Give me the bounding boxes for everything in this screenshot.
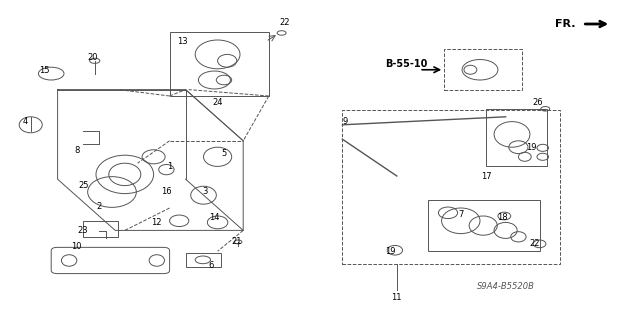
Text: 12: 12 bbox=[152, 218, 162, 227]
Text: S9A4-B5520B: S9A4-B5520B bbox=[477, 282, 534, 291]
Text: 21: 21 bbox=[232, 237, 242, 246]
Text: 17: 17 bbox=[481, 172, 492, 180]
Text: 16: 16 bbox=[161, 188, 172, 196]
Text: 25: 25 bbox=[78, 181, 88, 190]
Text: 19: 19 bbox=[526, 143, 536, 152]
Text: 5: 5 bbox=[221, 149, 227, 158]
Bar bbox=[170, 32, 269, 96]
Text: 14: 14 bbox=[209, 213, 220, 222]
Bar bbox=[83, 221, 118, 237]
Text: 19: 19 bbox=[385, 247, 396, 256]
Bar bbox=[486, 109, 547, 166]
Text: 10: 10 bbox=[72, 242, 82, 251]
Text: 23: 23 bbox=[78, 226, 88, 235]
Bar bbox=[342, 110, 560, 264]
Text: 9: 9 bbox=[343, 117, 348, 126]
Text: 22: 22 bbox=[280, 18, 290, 27]
Bar bbox=[444, 49, 522, 90]
Text: 24: 24 bbox=[212, 98, 223, 107]
Text: 6: 6 bbox=[209, 261, 214, 270]
Text: B-55-10: B-55-10 bbox=[385, 59, 428, 69]
Text: 1: 1 bbox=[167, 162, 172, 171]
Bar bbox=[186, 253, 221, 267]
Text: 13: 13 bbox=[177, 37, 188, 46]
Text: 15: 15 bbox=[40, 66, 50, 75]
Text: FR.: FR. bbox=[556, 19, 576, 29]
Text: 11: 11 bbox=[392, 293, 402, 302]
Text: 3: 3 bbox=[202, 188, 207, 196]
Text: 7: 7 bbox=[458, 210, 463, 219]
Text: 18: 18 bbox=[497, 213, 508, 222]
Text: 26: 26 bbox=[532, 98, 543, 107]
Bar bbox=[428, 200, 540, 251]
Text: 4: 4 bbox=[23, 117, 28, 126]
Text: 20: 20 bbox=[88, 53, 98, 62]
Text: 2: 2 bbox=[97, 202, 102, 211]
Text: 22: 22 bbox=[529, 239, 540, 248]
Text: 8: 8 bbox=[74, 146, 79, 155]
